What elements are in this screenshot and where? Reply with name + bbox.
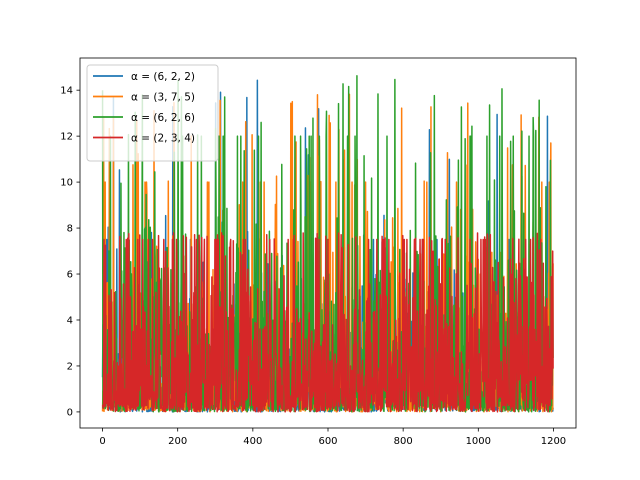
x-tick-label: 1200 <box>541 436 566 447</box>
x-tick-label: 400 <box>243 436 262 447</box>
y-tick-label: 14 <box>60 86 73 97</box>
x-tick-label: 800 <box>394 436 413 447</box>
x-tick-label: 0 <box>99 436 105 447</box>
y-tick-label: 4 <box>67 315 73 326</box>
x-tick-label: 600 <box>318 436 337 447</box>
plot-lines <box>101 74 554 413</box>
legend-label: α = (6, 2, 6) <box>131 112 195 124</box>
x-tick-label: 1000 <box>466 436 491 447</box>
legend-label: α = (2, 3, 4) <box>131 133 195 145</box>
series-line-4 <box>101 232 554 413</box>
legend: α = (6, 2, 2) α = (3, 7, 5) α = (6, 2, 6) α… <box>86 64 219 162</box>
x-axis: 0 200 400 600 800 1000 1200 <box>99 428 566 447</box>
y-tick-label: 10 <box>60 178 73 189</box>
legend-label: α = (3, 7, 5) <box>131 92 195 104</box>
y-tick-label: 8 <box>67 224 73 235</box>
legend-label: α = (6, 2, 2) <box>131 71 195 83</box>
y-tick-label: 12 <box>60 132 73 143</box>
y-axis: 0 2 4 6 8 10 12 14 <box>60 86 80 418</box>
y-tick-label: 6 <box>67 270 73 281</box>
x-tick-label: 200 <box>168 436 187 447</box>
y-tick-label: 2 <box>67 361 73 372</box>
y-tick-label: 0 <box>67 407 73 418</box>
